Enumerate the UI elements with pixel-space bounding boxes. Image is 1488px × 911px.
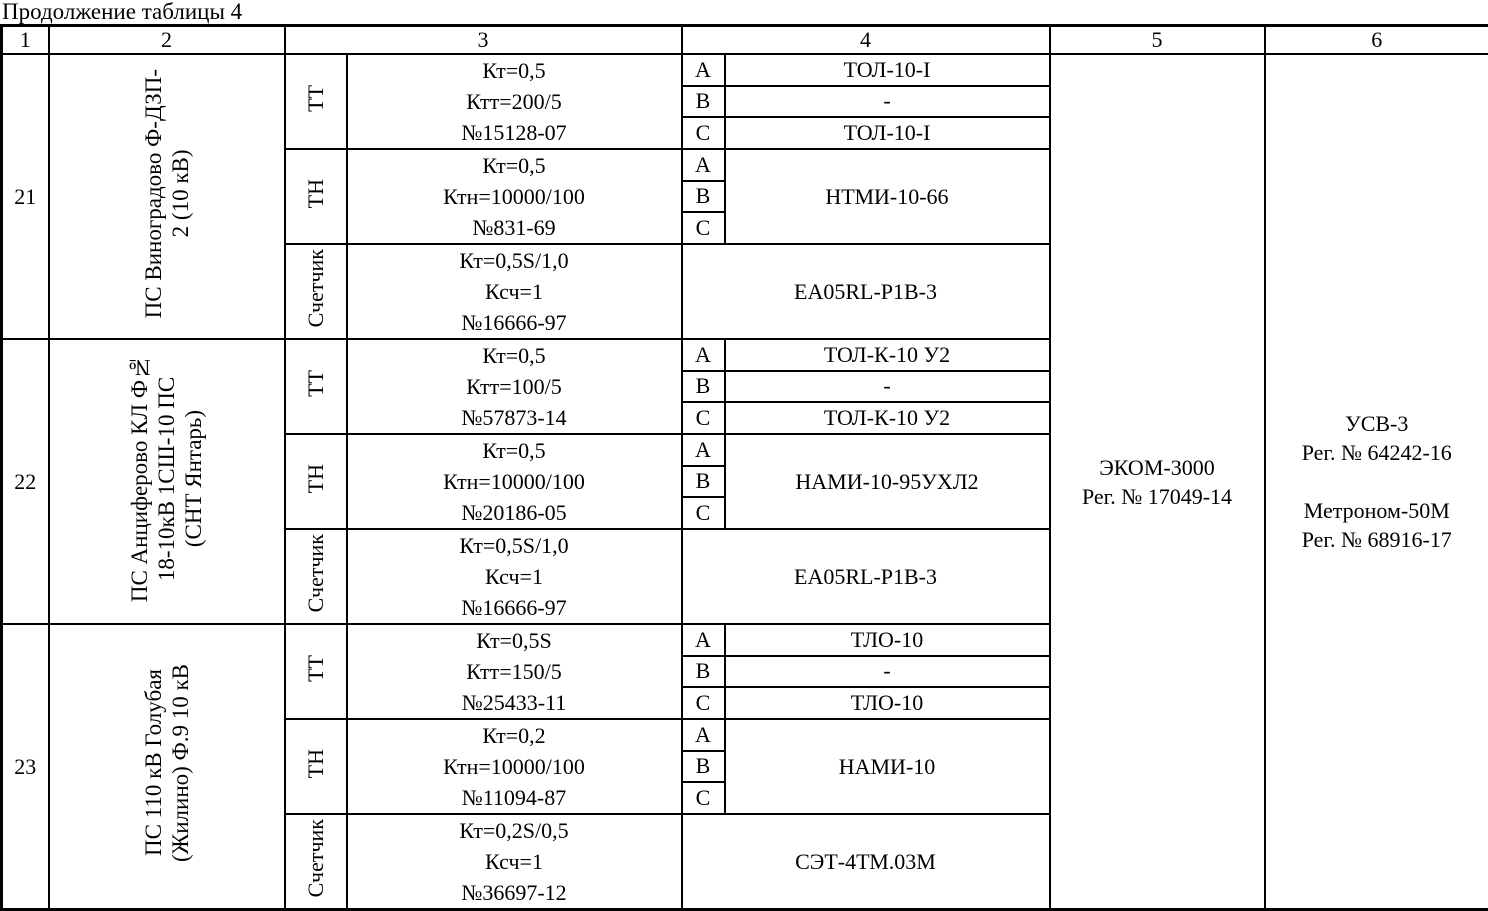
phase-label: В [682,751,725,783]
equipment-type-tn: ТН [285,719,347,814]
phase-label: С [682,117,725,149]
col-header-5: 5 [1050,26,1265,55]
phase-label: В [682,181,725,213]
device-type: ТЛО-10 [725,624,1050,656]
equipment-type-meter: Счетчик [285,529,347,624]
device-type: - [725,371,1050,403]
col-header-3: 3 [285,26,682,55]
meter-parameters: Кт=0,2S/0,5 Ксч=1 №36697-12 [347,814,682,910]
phase-label: В [682,86,725,118]
station-name-rotated-text: ПС Анциферово КЛ Ф№ 18-10кВ 1СШ-10 ПС (С… [126,355,207,602]
row-number: 22 [2,339,49,624]
equipment-type-tt: ТТ [285,624,347,719]
equipment-type-tn: ТН [285,149,347,244]
station-name-rotated-text: ПС Виноградово Ф-ДЗП- 2 (10 кВ) [140,69,194,318]
tn-parameters: Кт=0,5 Ктн=10000/100 №20186-05 [347,434,682,529]
tt-parameters: Кт=0,5 Ктт=100/5 №57873-14 [347,339,682,434]
station-name: ПС Виноградово Ф-ДЗП- 2 (10 кВ) [49,54,285,339]
meter-device-type: СЭТ-4ТМ.03М [682,814,1050,910]
ascue-device-cell: ЭКОМ-3000 Рег. № 17049-14 [1050,54,1265,910]
row-number: 23 [2,624,49,910]
phase-label: А [682,719,725,751]
phase-label: А [682,339,725,371]
tt-parameters: Кт=0,5S Ктт=150/5 №25433-11 [347,624,682,719]
row-number: 21 [2,54,49,339]
equipment-type-meter: Счетчик [285,244,347,339]
phase-label: С [682,212,725,244]
equipment-type-meter: Счетчик [285,814,347,910]
tn-parameters: Кт=0,5 Ктн=10000/100 №831-69 [347,149,682,244]
phase-label: С [682,402,725,434]
station-name: ПС Анциферово КЛ Ф№ 18-10кВ 1СШ-10 ПС (С… [49,339,285,624]
metering-equipment-table: 1 2 3 4 5 6 21 ПС Виноградово Ф-ДЗП- 2 (… [0,24,1488,911]
phase-label: А [682,54,725,86]
phase-label: С [682,687,725,719]
device-type: ТЛО-10 [725,687,1050,719]
tn-parameters: Кт=0,2 Ктн=10000/100 №11094-87 [347,719,682,814]
device-type: - [725,86,1050,118]
equipment-type-tt: ТТ [285,339,347,434]
device-type: ТОЛ-10-I [725,117,1050,149]
device-type: НТМИ-10-66 [725,149,1050,244]
col-header-2: 2 [49,26,285,55]
station-name-rotated-text: ПС 110 кВ Голубая (Жилино) Ф.9 10 кВ [140,664,194,862]
table-continuation-title: Продолжение таблицы 4 [0,0,1488,24]
phase-label: А [682,624,725,656]
phase-label: А [682,434,725,466]
phase-label: В [682,656,725,688]
meter-device-type: EA05RL-P1B-3 [682,244,1050,339]
equipment-type-tt: ТТ [285,54,347,149]
device-type: ТОЛ-10-I [725,54,1050,86]
col-header-4: 4 [682,26,1050,55]
column-number-header-row: 1 2 3 4 5 6 [2,26,1488,55]
col-header-1: 1 [2,26,49,55]
device-type: ТОЛ-К-10 У2 [725,339,1050,371]
phase-label: С [682,497,725,529]
col-header-6: 6 [1265,26,1488,55]
station-name: ПС 110 кВ Голубая (Жилино) Ф.9 10 кВ [49,624,285,910]
meter-parameters: Кт=0,5S/1,0 Ксч=1 №16666-97 [347,244,682,339]
device-type: НАМИ-10-95УХЛ2 [725,434,1050,529]
meter-parameters: Кт=0,5S/1,0 Ксч=1 №16666-97 [347,529,682,624]
ascue-device: ЭКОМ-3000 Рег. № 17049-14 [1051,453,1264,511]
tt-parameters: Кт=0,5 Ктт=200/5 №15128-07 [347,54,682,149]
device-type: НАМИ-10 [725,719,1050,814]
device-type: - [725,656,1050,688]
time-sync-device-cell: УСВ-3 Рег. № 64242-16 Метроном-50М Рег. … [1265,54,1488,910]
phase-label: В [682,371,725,403]
phase-label: А [682,149,725,181]
equipment-type-tn: ТН [285,434,347,529]
phase-label: В [682,466,725,498]
time-sync-devices: УСВ-3 Рег. № 64242-16 Метроном-50М Рег. … [1266,409,1488,554]
meter-device-type: EA05RL-P1B-3 [682,529,1050,624]
phase-label: С [682,782,725,814]
table-row: 21 ПС Виноградово Ф-ДЗП- 2 (10 кВ) ТТ Кт… [2,54,1488,86]
device-type: ТОЛ-К-10 У2 [725,402,1050,434]
